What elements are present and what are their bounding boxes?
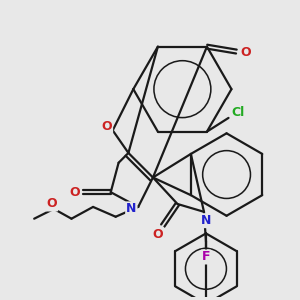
- Text: O: O: [152, 228, 163, 241]
- Text: O: O: [69, 186, 80, 199]
- Text: N: N: [126, 202, 136, 215]
- Text: Cl: Cl: [232, 106, 245, 119]
- Text: O: O: [240, 46, 250, 59]
- Text: N: N: [201, 214, 211, 227]
- Text: O: O: [46, 197, 57, 211]
- Text: F: F: [202, 250, 210, 263]
- Text: O: O: [101, 120, 112, 133]
